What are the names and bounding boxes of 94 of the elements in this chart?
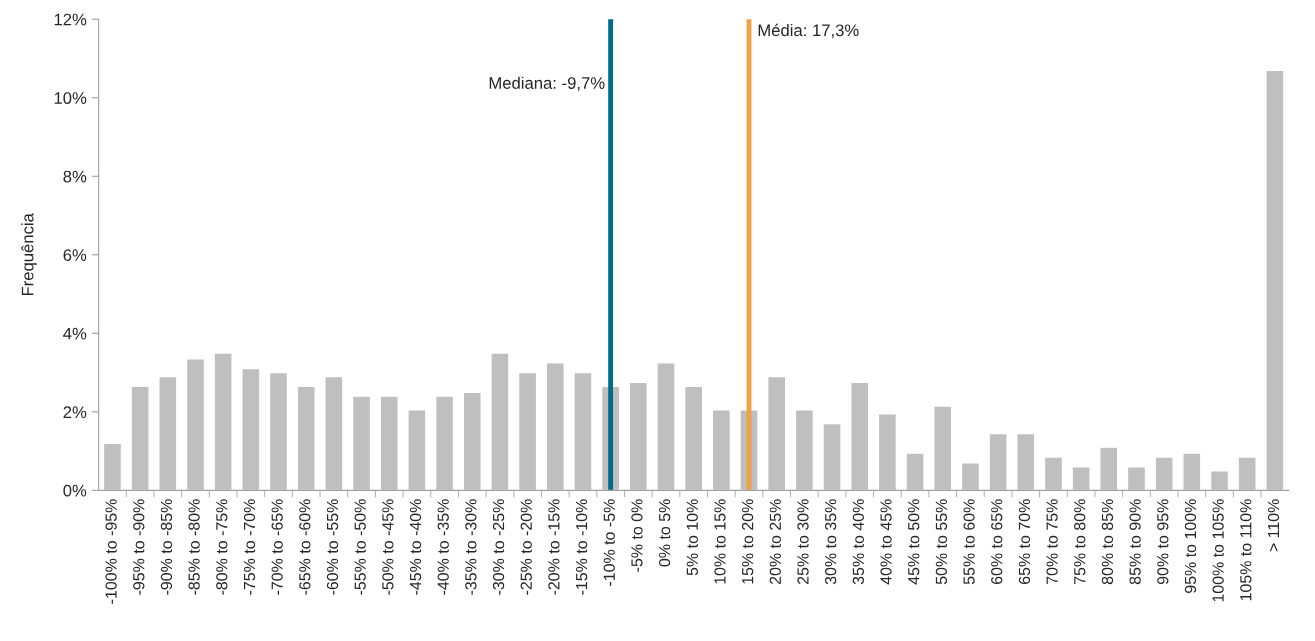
- x-tick-label: -10% to -5%: [603, 499, 615, 586]
- x-tick-label: 30% to 35%: [825, 499, 837, 585]
- x-tick-label: 95% to 100%: [1184, 499, 1197, 593]
- bar: [573, 371, 593, 491]
- x-tick-label: -75% to -70%: [243, 499, 256, 595]
- x-tick-label: 90% to 95%: [1157, 499, 1169, 585]
- bar: [130, 385, 150, 491]
- y-tick-label: 6%: [63, 249, 87, 261]
- x-tick-label: 25% to 30%: [797, 499, 809, 585]
- bar: [379, 395, 399, 491]
- bar: [296, 385, 316, 491]
- y-tick-label: 10%: [54, 92, 87, 104]
- x-tick-label: -65% to -60%: [299, 499, 311, 595]
- bar: [241, 367, 261, 491]
- x-tick-label: 15% to 20%: [741, 499, 754, 584]
- x-tick-label: 35% to 40%: [852, 499, 865, 585]
- x-tick-label: 85% to 90%: [1129, 499, 1141, 585]
- x-tick-label: 40% to 45%: [880, 499, 892, 585]
- bar: [545, 362, 565, 491]
- bar: [158, 375, 178, 491]
- x-tick-label: -100% to -95%: [105, 499, 117, 604]
- x-tick-label: 50% to 55%: [935, 499, 948, 585]
- bar: [1154, 456, 1174, 491]
- x-tick-label: -55% to -50%: [354, 499, 366, 595]
- bar: [213, 352, 233, 491]
- bar: [268, 371, 289, 491]
- bar: [1265, 69, 1285, 491]
- x-tick-label: 75% to 80%: [1074, 499, 1086, 585]
- x-tick-label: -30% to -25%: [492, 499, 505, 595]
- x-tick-label: > 110%: [1267, 499, 1280, 552]
- x-tick-label: -15% to -10%: [575, 499, 588, 595]
- bar: [656, 362, 676, 491]
- bar: [490, 352, 510, 491]
- y-tick-label: 8%: [63, 170, 87, 183]
- bar: [1071, 466, 1091, 491]
- x-tick-label: 55% to 60%: [963, 499, 975, 585]
- bar: [102, 442, 123, 491]
- y-tick-label: 12%: [54, 13, 87, 26]
- y-tick-label: 2%: [63, 406, 87, 418]
- x-tick-label: -60% to -55%: [326, 499, 339, 595]
- bar: [407, 409, 427, 491]
- bar: [683, 385, 704, 491]
- x-tick-label: 45% to 50%: [908, 499, 920, 585]
- bar: [767, 375, 787, 491]
- y-tick-label: 0%: [63, 484, 87, 497]
- bar: [933, 405, 953, 491]
- x-tick-label: -25% to -20%: [520, 499, 532, 595]
- bar: [822, 422, 842, 491]
- x-tick-label: 105% to 110%: [1240, 499, 1252, 601]
- x-tick-label: -45% to -40%: [409, 499, 422, 595]
- bar: [1237, 456, 1257, 491]
- bar: [1182, 452, 1202, 491]
- x-tick-label: -20% to -15%: [548, 499, 560, 595]
- x-tick-label: -35% to -30%: [465, 499, 477, 595]
- bar: [988, 432, 1008, 491]
- y-tick-label: 4%: [63, 327, 87, 340]
- x-tick-label: -70% to -65%: [271, 499, 283, 595]
- bar: [905, 452, 925, 491]
- bar: [960, 462, 981, 491]
- bar: [794, 409, 815, 491]
- bar: [351, 395, 372, 491]
- bar: [1126, 466, 1147, 491]
- x-tick-label: 20% to 25%: [769, 499, 781, 585]
- bar: [1209, 470, 1230, 491]
- x-tick-label: -95% to -90%: [133, 499, 145, 595]
- x-tick-label: 100% to 105%: [1212, 499, 1224, 602]
- bar: [1099, 446, 1119, 491]
- x-tick-label: -50% to -45%: [382, 499, 394, 595]
- x-tick-label: 65% to 70%: [1018, 499, 1031, 585]
- bar: [185, 358, 206, 491]
- x-tick-label: -90% to -85%: [160, 499, 173, 595]
- bar: [850, 381, 870, 491]
- bar: [1016, 432, 1036, 491]
- ref-line-label: Média: 17,3%: [758, 23, 859, 39]
- x-tick-label: 5% to 10%: [686, 499, 698, 576]
- bar: [1043, 456, 1064, 491]
- bar: [324, 375, 344, 491]
- x-tick-label: -40% to -35%: [437, 499, 449, 595]
- bar: [877, 413, 898, 491]
- bar: [517, 371, 538, 491]
- bar: [434, 395, 455, 491]
- x-tick-label: -80% to -75%: [216, 499, 228, 595]
- y-axis-title: Frequência: [21, 213, 37, 296]
- x-tick-label: 80% to 85%: [1101, 499, 1114, 585]
- x-tick-label: -85% to -80%: [188, 499, 200, 595]
- x-tick-label: 0% to 5%: [658, 499, 671, 567]
- x-tick-label: 10% to 15%: [714, 499, 726, 584]
- bar: [462, 391, 482, 491]
- bar: [711, 409, 732, 491]
- bar: [628, 381, 648, 491]
- x-tick-label: 70% to 75%: [1046, 499, 1058, 585]
- x-tick-label: -5% to 0%: [631, 499, 643, 572]
- ref-line-label: Mediana: -9,7%: [489, 76, 605, 91]
- x-tick-label: 60% to 65%: [991, 499, 1003, 585]
